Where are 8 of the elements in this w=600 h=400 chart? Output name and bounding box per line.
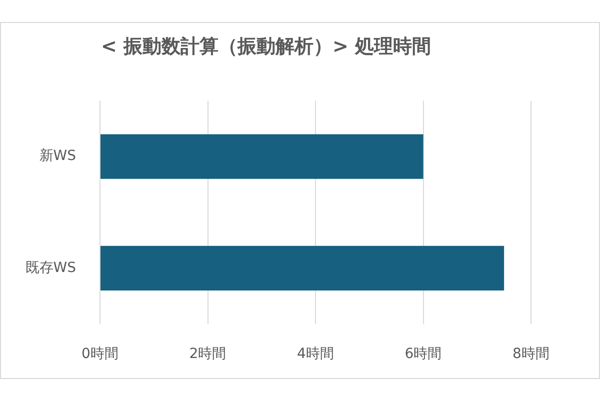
x-tick-label: 6時間 bbox=[404, 346, 442, 362]
x-tick-label: 4時間 bbox=[297, 346, 334, 362]
x-tick-label: 2時間 bbox=[189, 346, 226, 362]
y-tick-label: 新WS bbox=[39, 148, 76, 164]
y-tick-label: 既存WS bbox=[25, 260, 76, 276]
x-tick-label: 0時間 bbox=[82, 346, 118, 362]
chart-title: < 振動数計算（振動解析）> 処理時間 bbox=[100, 35, 432, 58]
x-tick-label: 8時間 bbox=[512, 346, 550, 362]
